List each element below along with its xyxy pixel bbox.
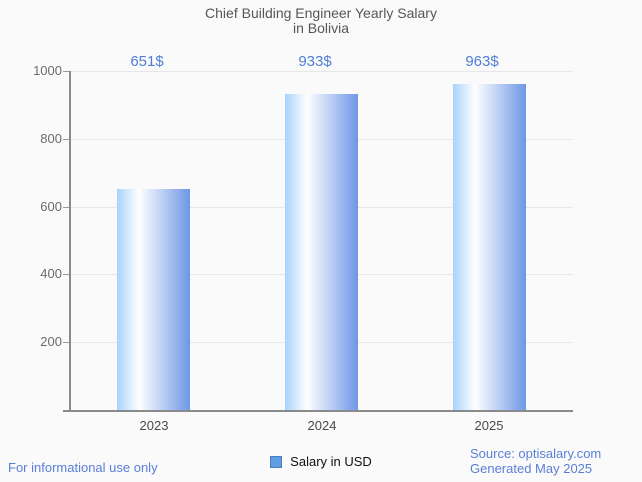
x-axis-label-2023: 2023: [139, 418, 169, 433]
x-axis-line: [63, 410, 573, 412]
y-axis-line: [69, 71, 71, 412]
y-tick-label-800: 800: [40, 131, 62, 146]
gridline-1000: [70, 71, 573, 72]
chart-title-line2: in Bolivia: [292, 20, 350, 36]
y-tick-800: [63, 139, 70, 140]
bar-2024[interactable]: [285, 94, 358, 410]
y-tick-label-1000: 1000: [33, 63, 62, 78]
bar-value-label-2024: 933$: [298, 53, 332, 70]
x-axis-label-2025: 2025: [474, 418, 504, 433]
bar-value-label-2025: 963$: [465, 53, 499, 70]
y-tick-label-600: 600: [40, 199, 62, 214]
chart-legend[interactable]: Salary in USD: [0, 454, 642, 469]
x-axis-label-2024: 2024: [307, 418, 337, 433]
legend-swatch-icon: [270, 455, 283, 468]
generated-date: Generated May 2025: [470, 461, 593, 476]
disclaimer-text: For informational use only: [8, 460, 158, 475]
bar-2023[interactable]: [117, 189, 190, 410]
y-tick-label-200: 200: [40, 334, 62, 349]
y-tick-400: [63, 274, 70, 275]
source-block: Source: optisalary.com Generated May 202…: [470, 446, 601, 476]
bar-2025[interactable]: [453, 84, 526, 410]
chart-title-line1: Chief Building Engineer Yearly Salary: [205, 5, 437, 21]
y-tick-label-400: 400: [40, 266, 62, 281]
y-tick-200: [63, 342, 70, 343]
bar-value-label-2023: 651$: [130, 53, 164, 70]
y-tick-1000: [63, 71, 70, 72]
y-tick-600: [63, 207, 70, 208]
chart-title: Chief Building Engineer Yearly Salary in…: [0, 6, 642, 36]
source-link[interactable]: Source: optisalary.com: [470, 446, 602, 461]
legend-label: Salary in USD: [290, 454, 372, 469]
